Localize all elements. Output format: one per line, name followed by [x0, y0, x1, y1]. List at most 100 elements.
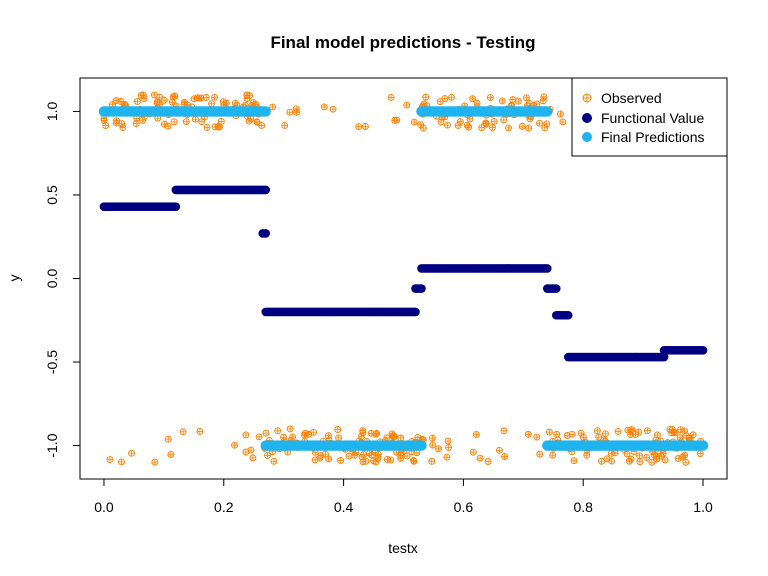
observed-point: [593, 427, 601, 435]
observed-point: [274, 427, 282, 435]
observed-point: [281, 122, 289, 129]
observed-point: [525, 124, 533, 132]
observed-point: [522, 94, 530, 102]
observed-point: [549, 451, 557, 459]
observed-point: [476, 454, 484, 462]
observed-point: [500, 116, 508, 124]
observed-point: [387, 456, 395, 464]
observed-point: [337, 457, 345, 464]
observed-point: [628, 426, 636, 434]
observed-point: [179, 428, 187, 436]
observed-point: [682, 432, 690, 440]
observed-point: [211, 123, 219, 131]
x-axis-label: testx: [388, 540, 418, 556]
plot-marks: [98, 91, 709, 466]
legend-final-predictions-symbol: [582, 132, 592, 142]
observed-point: [436, 98, 444, 106]
observed-point: [258, 122, 266, 129]
observed-point: [443, 121, 451, 129]
chart-title: Final model predictions - Testing: [270, 33, 535, 52]
observed-point: [636, 452, 644, 460]
observed-point: [559, 118, 567, 126]
observed-point: [500, 427, 508, 435]
observed-point: [444, 437, 452, 445]
observed-point: [203, 123, 211, 131]
observed-point: [292, 105, 300, 113]
observed-point: [262, 429, 270, 437]
series-final-predictions: [98, 106, 709, 451]
functional-value-point: [417, 284, 426, 293]
observed-point: [676, 434, 684, 442]
observed-point: [553, 430, 561, 438]
final-predictions-point: [416, 440, 427, 451]
y-tick-label: 1.0: [44, 101, 60, 121]
observed-point: [329, 105, 337, 113]
observed-point: [541, 124, 549, 132]
observed-point: [113, 117, 121, 125]
observed-point: [583, 451, 591, 459]
observed-point: [245, 117, 253, 125]
y-tick-label: 0.0: [44, 269, 60, 289]
observed-point: [253, 118, 261, 126]
observed-point: [469, 95, 477, 103]
observed-point: [164, 122, 172, 130]
observed-point: [435, 445, 442, 453]
observed-point: [428, 434, 436, 442]
observed-point: [429, 441, 437, 449]
observed-point: [305, 430, 313, 438]
observed-point: [286, 108, 294, 116]
observed-point: [167, 451, 175, 458]
observed-point: [533, 433, 541, 441]
functional-value-point: [171, 202, 181, 211]
observed-point: [320, 103, 328, 111]
observed-point: [525, 99, 533, 107]
observed-point: [437, 118, 445, 126]
observed-point: [160, 120, 168, 128]
observed-point: [448, 93, 455, 101]
observed-point: [556, 110, 564, 118]
y-axis-label: y: [6, 275, 22, 282]
observed-point: [540, 93, 548, 101]
observed-point: [383, 434, 391, 442]
observed-point: [231, 441, 239, 449]
observed-point: [102, 122, 110, 130]
observed-point: [100, 116, 108, 124]
observed-point: [482, 120, 490, 128]
observed-point: [419, 124, 427, 132]
observed-point: [243, 91, 251, 99]
observed-point: [484, 458, 492, 465]
observed-point: [211, 93, 219, 101]
observed-point: [533, 100, 541, 108]
functional-value-point: [542, 264, 552, 273]
observed-point: [286, 425, 294, 433]
observed-point: [150, 91, 158, 99]
x-tick-label: 0.8: [573, 499, 593, 515]
observed-point: [334, 426, 342, 433]
legend-label-functional-value: Functional Value: [601, 110, 704, 126]
observed-point: [208, 100, 215, 108]
legend-label-observed: Observed: [601, 90, 662, 106]
observed-point: [387, 93, 395, 101]
observed-point: [661, 456, 669, 464]
observed-point: [545, 428, 553, 436]
legend-functional-value-symbol: [582, 113, 592, 123]
observed-point: [182, 118, 190, 126]
legend-box: [571, 77, 728, 157]
observed-point: [466, 115, 474, 123]
observed-point: [255, 433, 263, 441]
observed-point: [643, 454, 651, 461]
observed-point: [422, 93, 430, 101]
observed-point: [137, 92, 145, 100]
observed-point: [170, 118, 178, 126]
observed-point: [358, 453, 366, 461]
observed-point: [390, 433, 398, 441]
observed-point: [293, 108, 301, 116]
observed-point: [374, 450, 382, 458]
observed-point: [696, 450, 704, 458]
observed-point: [570, 457, 578, 465]
observed-point: [536, 119, 543, 127]
observed-point: [355, 123, 363, 131]
legend: Observed Functional Value Final Predicti…: [571, 77, 728, 157]
observed-point: [168, 98, 176, 106]
observed-point: [635, 428, 643, 436]
